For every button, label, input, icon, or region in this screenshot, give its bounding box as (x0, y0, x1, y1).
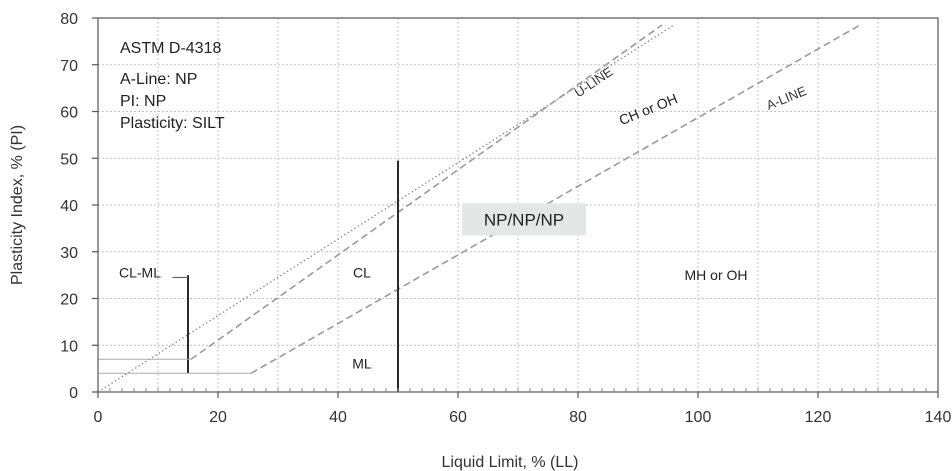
y-tick-label: 50 (60, 151, 78, 168)
x-tick-label: 80 (569, 409, 587, 426)
x-axis-title: Liquid Limit, % (LL) (442, 454, 579, 471)
standard-label: ASTM D-4318 (120, 40, 221, 57)
y-tick-label: 40 (60, 198, 78, 215)
y-tick-label: 60 (60, 105, 78, 122)
result-badge (462, 203, 586, 236)
x-tick-label: 140 (925, 409, 952, 426)
region-label-cl: CL (353, 264, 371, 280)
boundary-line-2 (190, 24, 663, 360)
reference-lines-layer (98, 24, 861, 392)
info-line: A-Line: NP (120, 71, 197, 88)
info-line: PI: NP (120, 93, 166, 110)
region-label-mh-or-oh: MH or OH (685, 267, 748, 283)
info-line: Plasticity: SILT (120, 115, 225, 132)
y-tick-label: 20 (60, 292, 78, 309)
x-tick-label: 0 (94, 409, 103, 426)
y-tick-label: 70 (60, 58, 78, 75)
y-tick-label: 80 (60, 11, 78, 28)
y-tick-label: 30 (60, 245, 78, 262)
y-tick-label: 0 (69, 385, 78, 402)
y-axis-title: Plasticity Index, % (PI) (9, 125, 26, 285)
result-label: NP/NP/NP (484, 210, 564, 229)
x-tick-label: 60 (449, 409, 467, 426)
x-tick-label: 100 (685, 409, 712, 426)
region-label-cl-ml: CL-ML (119, 264, 161, 280)
x-tick-label: 40 (329, 409, 347, 426)
axis-layer: 0 20 40 60 80 100 120 140 0 10 20 30 40 50 60 70 80 Liqui… (9, 11, 951, 471)
x-tick-label: 120 (805, 409, 832, 426)
y-tick-label: 10 (60, 338, 78, 355)
u-line (98, 24, 675, 392)
a-line (250, 24, 861, 374)
x-tick-label: 20 (209, 409, 227, 426)
region-label-ml: ML (352, 356, 372, 372)
